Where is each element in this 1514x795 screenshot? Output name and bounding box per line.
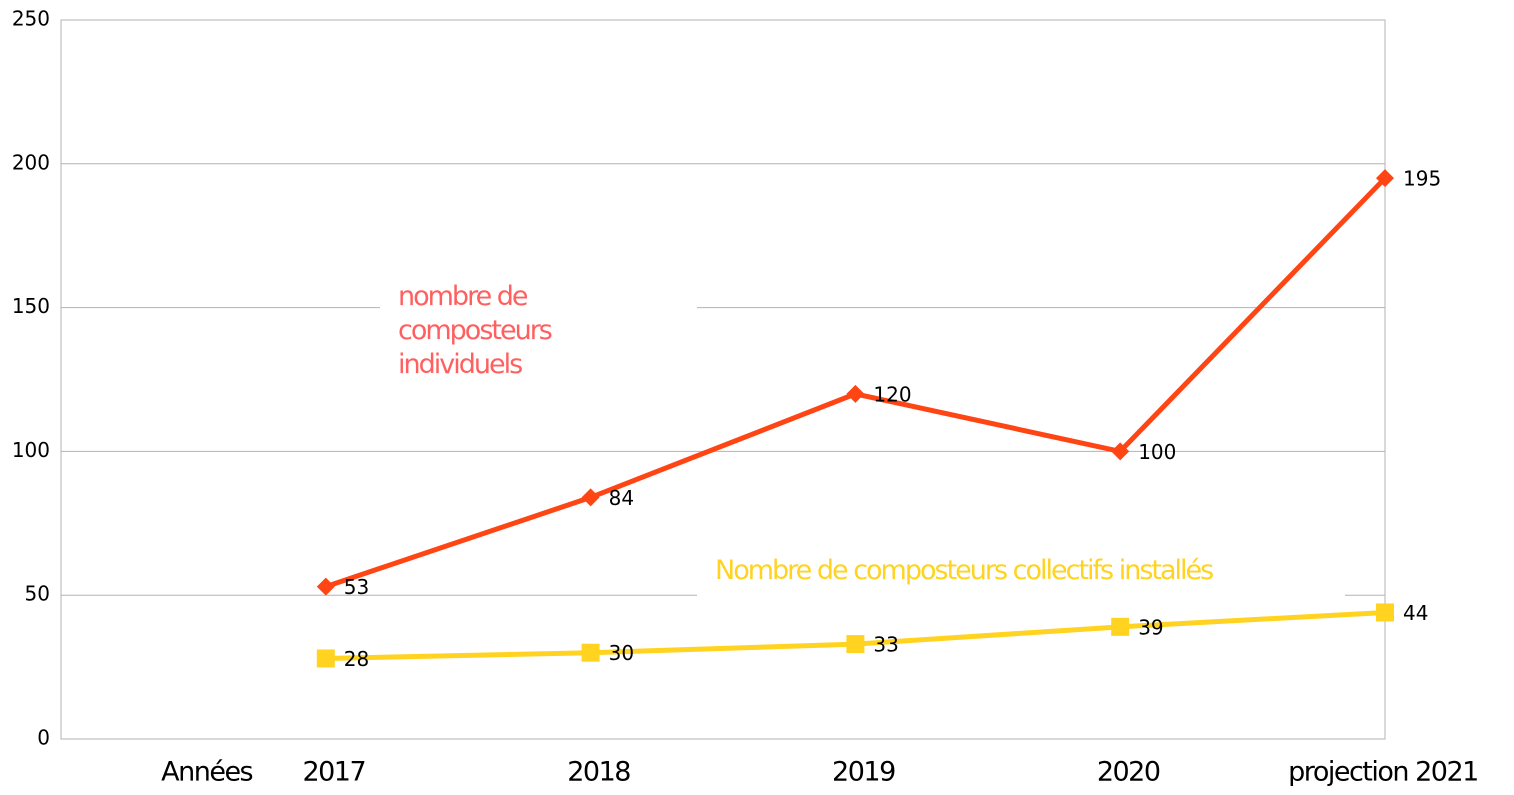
x-tick-label: Années xyxy=(161,757,252,788)
data-label: 30 xyxy=(609,641,634,665)
point xyxy=(581,488,600,507)
annotation-bg xyxy=(697,550,1345,600)
y-tick-label: 0 xyxy=(37,726,50,750)
point xyxy=(316,649,335,668)
plot-border xyxy=(60,19,1386,740)
data-label: 195 xyxy=(1403,167,1441,191)
y-tick-label: 250 xyxy=(12,7,50,31)
y-tick-label: 50 xyxy=(25,582,50,606)
data-label: 39 xyxy=(1138,615,1163,639)
data-label: 84 xyxy=(609,486,634,510)
data-label: 33 xyxy=(873,633,898,657)
data-label: 44 xyxy=(1403,601,1428,625)
x-tick-label: 2018 xyxy=(567,757,630,788)
y-tick-label: 100 xyxy=(12,438,50,462)
data-label: 100 xyxy=(1138,440,1176,464)
point xyxy=(1111,442,1130,461)
series-annotation: nombre de composteurs individuels xyxy=(398,281,553,380)
point xyxy=(316,577,335,596)
point xyxy=(1376,169,1394,188)
point xyxy=(846,635,865,654)
series-name: Nombre de composteurs collectifs install… xyxy=(715,555,1214,586)
point xyxy=(1111,617,1130,636)
y-tick-label: 150 xyxy=(12,294,50,318)
point xyxy=(846,384,865,403)
point xyxy=(581,643,600,662)
point xyxy=(1376,603,1394,622)
x-tick-label: 2020 xyxy=(1097,757,1160,788)
series-annotation: Nombre de composteurs collectifs install… xyxy=(715,555,1214,586)
data-label: 120 xyxy=(873,382,911,406)
x-tick-label: projection 2021 xyxy=(1288,757,1478,788)
x-tick-label: 2019 xyxy=(832,757,895,788)
x-tick-label: 2017 xyxy=(302,757,365,788)
y-tick-label: 200 xyxy=(12,150,50,174)
data-label: 53 xyxy=(344,575,369,599)
annotation-bg xyxy=(380,276,697,390)
series-name: nombre de composteurs individuels xyxy=(398,281,553,380)
data-label: 28 xyxy=(344,647,369,671)
